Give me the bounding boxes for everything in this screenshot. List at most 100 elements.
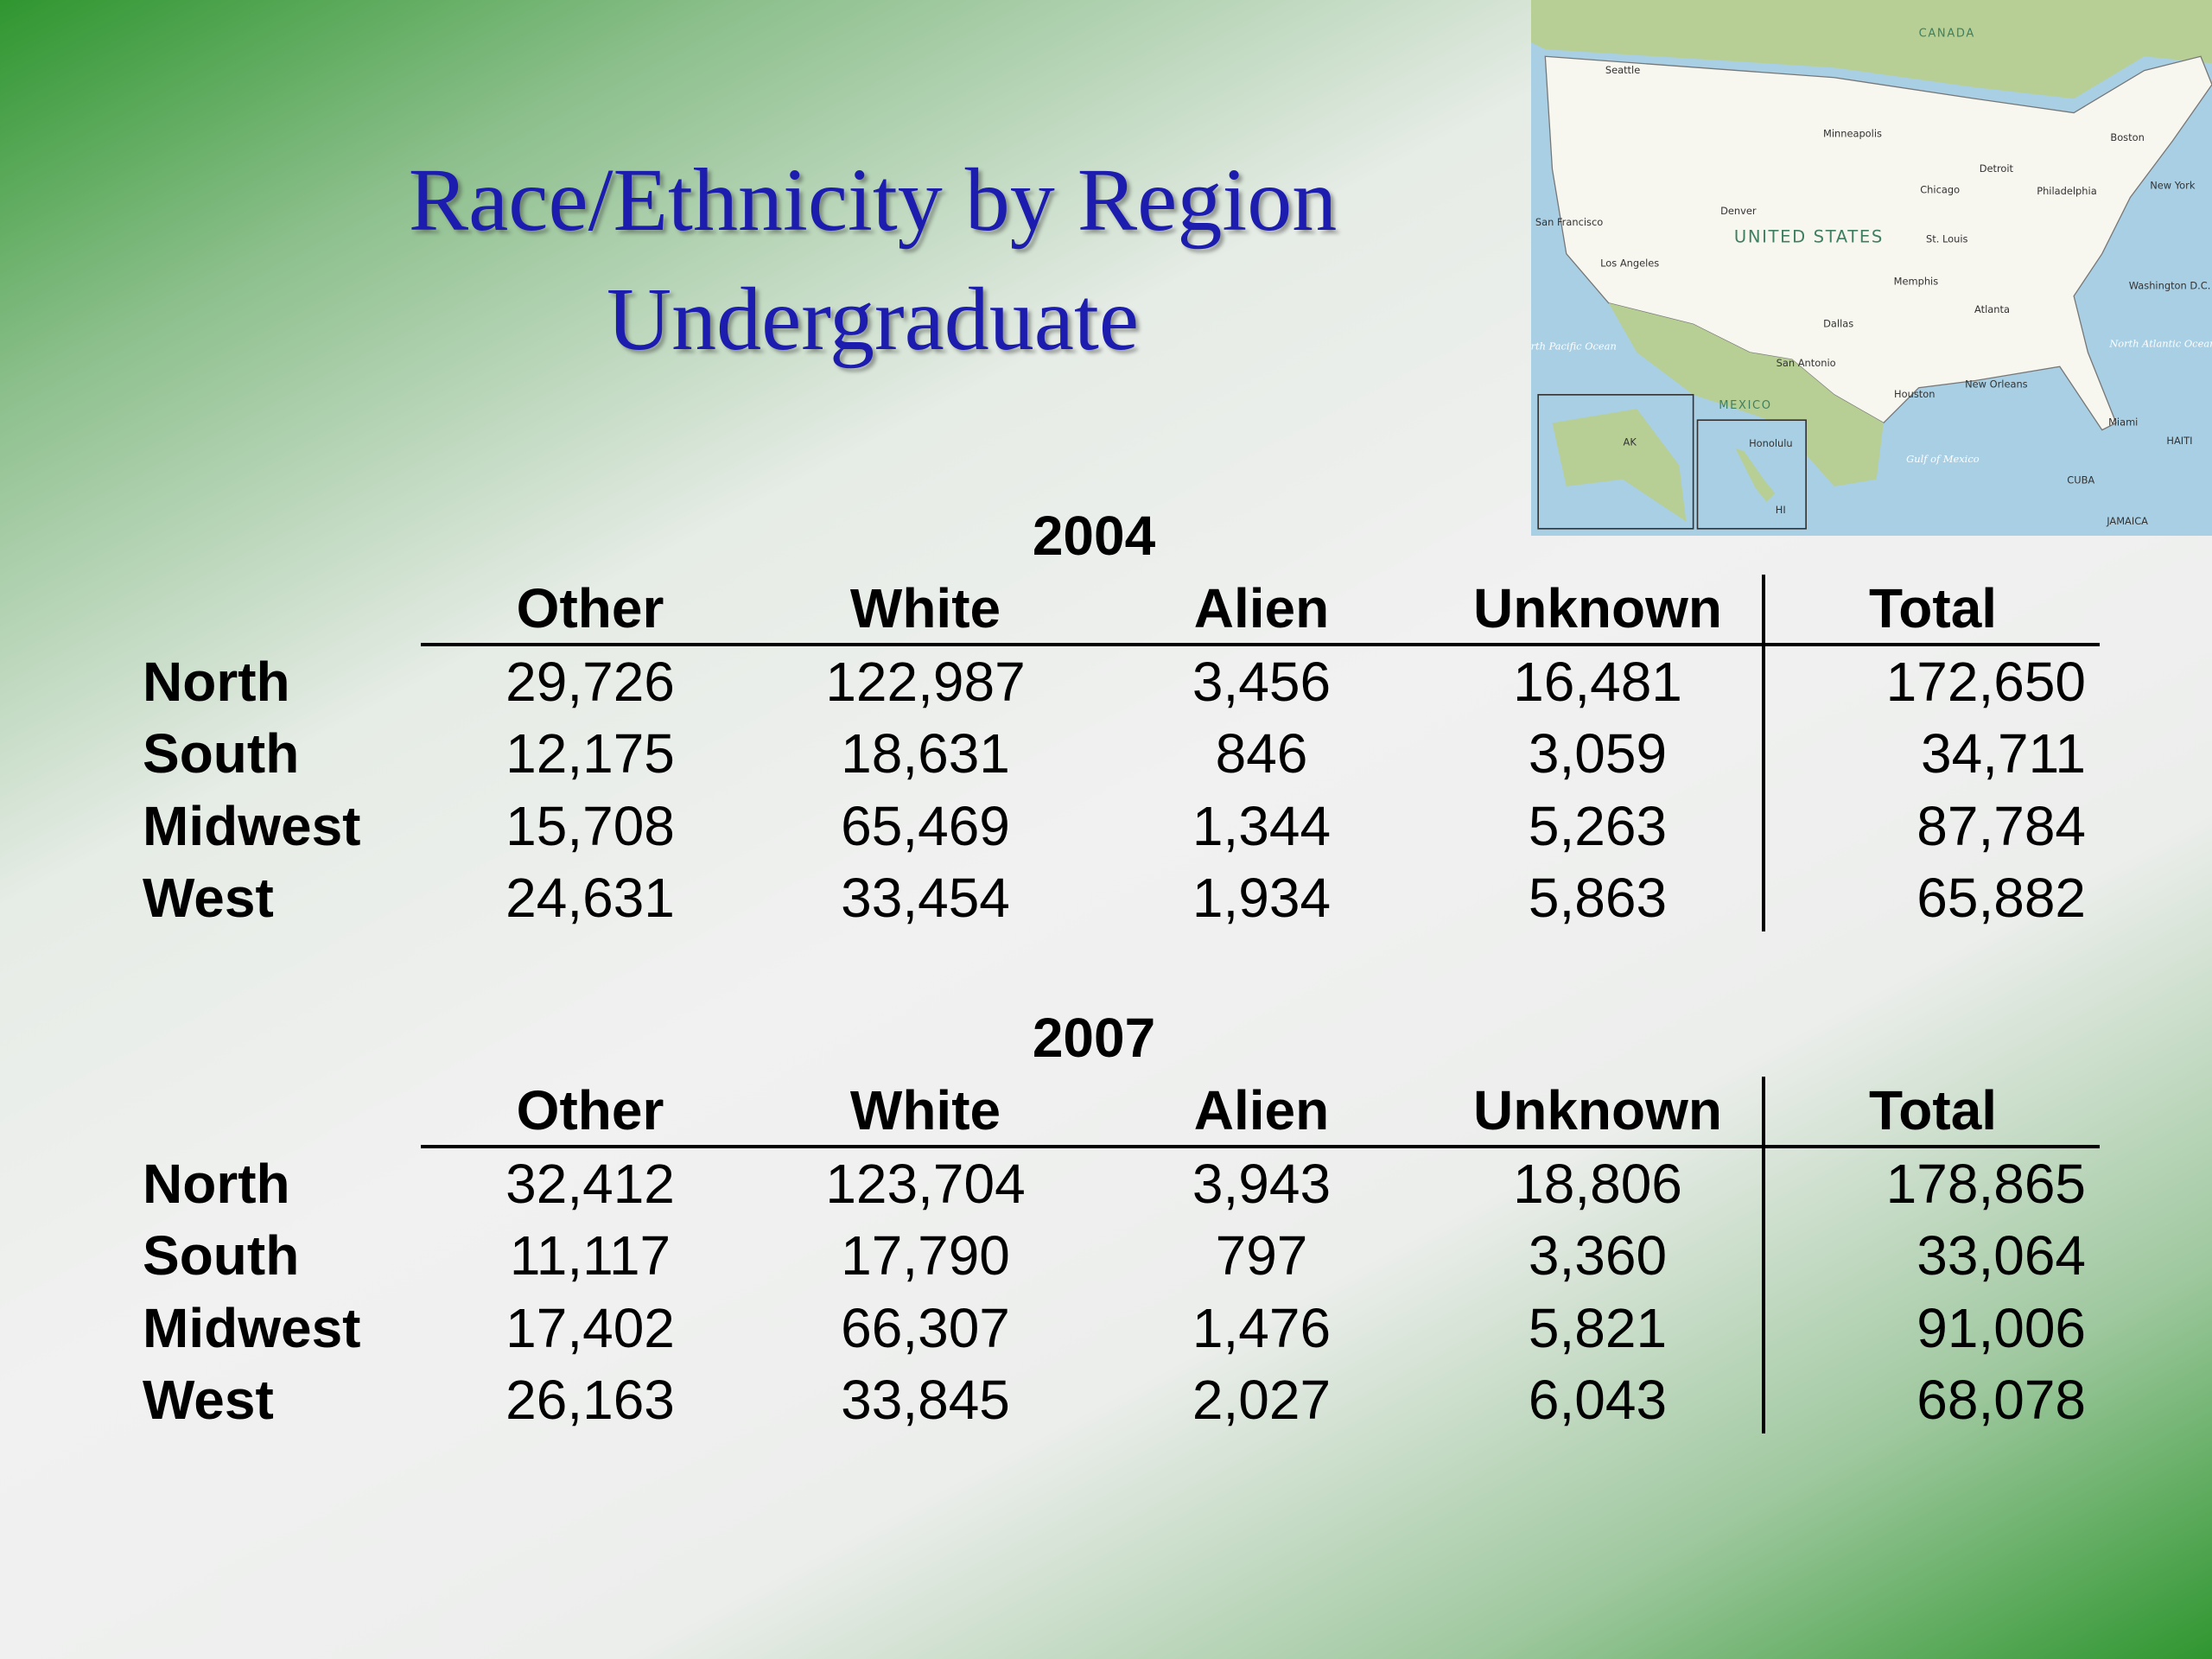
map-label: Dallas (1823, 318, 1853, 330)
usa (1544, 55, 2212, 431)
column-header: Alien (1193, 577, 1330, 639)
map-label: New York (2150, 180, 2196, 192)
table-cell: 66,307 (841, 1296, 1010, 1359)
map-label: New Orleans (1965, 378, 2028, 391)
table-cell: 34,711 (1921, 722, 2086, 785)
table-cell: 6,043 (1528, 1368, 1668, 1431)
map-label: UNITED STATES (1734, 227, 1884, 247)
table-cell: 29,726 (505, 651, 675, 713)
map-label: Memphis (1894, 276, 1939, 288)
table-cell: 65,469 (841, 794, 1010, 857)
map-label: St. Louis (1926, 233, 1967, 245)
map-label: Seattle (1605, 64, 1640, 76)
column-header: Total (1868, 577, 1998, 639)
title-line: Undergraduate (606, 270, 1140, 369)
column-header: White (849, 577, 1001, 639)
table-cell: 2,027 (1192, 1368, 1332, 1431)
row-label: South (143, 1224, 300, 1287)
map-label: San Francisco (1535, 216, 1603, 228)
map-label: HI (1776, 504, 1786, 516)
row-label: West (143, 866, 274, 929)
map-label: San Antonio (1777, 357, 1836, 369)
header-rule (421, 1145, 2100, 1148)
table-cell: 3,943 (1192, 1153, 1332, 1215)
table-cell: 68,078 (1916, 1368, 2086, 1431)
table-cell: 1,344 (1192, 794, 1332, 857)
column-header: White (849, 1079, 1001, 1141)
map-label: CUBA (2067, 474, 2094, 486)
table-cell: 18,806 (1513, 1153, 1682, 1215)
column-header: Total (1868, 1079, 1998, 1141)
total-divider (1762, 575, 1765, 931)
canada (1531, 0, 2212, 99)
table-cell: 3,360 (1528, 1224, 1668, 1287)
table-cell: 16,481 (1513, 651, 1682, 713)
header-rule (421, 643, 2100, 646)
column-header: Unknown (1473, 1079, 1722, 1141)
table-cell: 5,863 (1528, 866, 1668, 929)
table-cell: 91,006 (1916, 1296, 2086, 1359)
map-label: Boston (2110, 131, 2144, 143)
total-divider (1762, 1077, 1765, 1433)
row-label: North (143, 651, 290, 713)
map-label: HAITI (2166, 435, 2192, 447)
table-cell: 15,708 (505, 794, 675, 857)
table-cell: 178,865 (1885, 1153, 2086, 1215)
title-line: Race/Ethnicity by Region (408, 150, 1338, 250)
table-cell: 65,882 (1916, 866, 2086, 929)
row-label: Midwest (143, 1296, 361, 1359)
table-cell: 3,456 (1192, 651, 1332, 713)
column-header: Alien (1193, 1079, 1330, 1141)
table-cell: 5,821 (1528, 1296, 1668, 1359)
map-label: Honolulu (1749, 437, 1793, 449)
map-label: Minneapolis (1823, 127, 1882, 139)
table-cell: 11,117 (509, 1224, 671, 1287)
column-header: Unknown (1473, 577, 1722, 639)
hawaii (1735, 448, 1776, 502)
column-header: Other (516, 1079, 664, 1141)
map-label: Washington D.C. (2129, 279, 2211, 291)
table-cell: 3,059 (1528, 722, 1668, 785)
alaska (1552, 409, 1687, 522)
table-cell: 17,402 (505, 1296, 675, 1359)
row-label: South (143, 722, 300, 785)
table-cell: 123,704 (825, 1153, 1026, 1215)
table-cell: 797 (1215, 1224, 1308, 1287)
mexico (1608, 302, 1884, 486)
table-cell: 33,454 (841, 866, 1010, 929)
table-cell: 5,263 (1528, 794, 1668, 857)
map-label: North Atlantic Ocean (2108, 337, 2212, 349)
table-cell: 1,934 (1192, 866, 1332, 929)
table-cell: 12,175 (505, 722, 675, 785)
map-label: Chicago (1920, 184, 1960, 196)
map-label: Philadelphia (2037, 185, 2096, 197)
map-label: Miami (2108, 416, 2138, 429)
map-label: MEXICO (1719, 399, 1771, 412)
table-cell: 32,412 (505, 1153, 675, 1215)
map-label: Los Angeles (1600, 257, 1659, 269)
table-cell: 24,631 (505, 866, 675, 929)
map-label: North Pacific Ocean (1531, 340, 1617, 353)
row-label: Midwest (143, 794, 361, 857)
table-cell: 18,631 (841, 722, 1010, 785)
table-cell: 846 (1215, 722, 1308, 785)
table-year: 2004 (1032, 505, 1156, 567)
map-label: CANADA (1919, 27, 1975, 40)
table-cell: 122,987 (825, 651, 1026, 713)
map-label: Gulf of Mexico (1906, 453, 1980, 465)
map-label: Houston (1894, 388, 1935, 400)
table-cell: 1,476 (1192, 1296, 1332, 1359)
table-cell: 33,845 (841, 1368, 1010, 1431)
us-map: CANADA UNITED STATES MEXICO North Pacific O… (1531, 0, 2212, 536)
map-label: Atlanta (1974, 303, 2010, 315)
table-year: 2007 (1032, 1007, 1156, 1069)
map-label: JAMAICA (2106, 515, 2148, 527)
row-label: West (143, 1368, 274, 1431)
table-cell: 26,163 (505, 1368, 675, 1431)
map-label: Denver (1720, 205, 1757, 217)
map-label: Detroit (1980, 162, 2014, 175)
table-cell: 172,650 (1885, 651, 2086, 713)
map-label: AK (1624, 436, 1637, 448)
table-cell: 33,064 (1916, 1224, 2086, 1287)
